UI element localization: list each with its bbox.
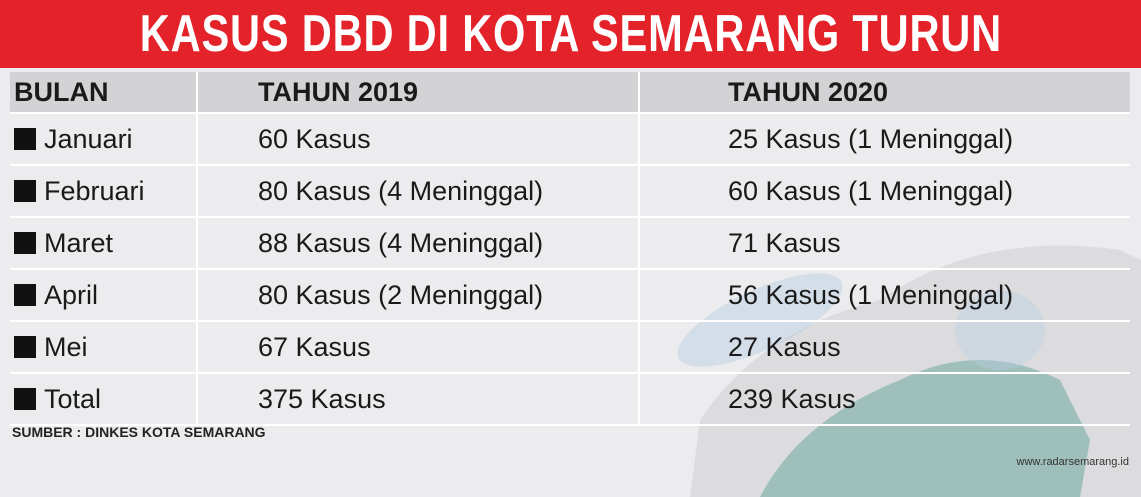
cell-text: 60 Kasus [258, 123, 371, 154]
table-row: Februari 80 Kasus (4 Meninggal) 60 Kasus (… [10, 166, 1130, 218]
bed-shape [690, 245, 1141, 497]
watermark: www.radarsemarang.id [1016, 456, 1130, 468]
table-cell: 27 Kasus [640, 322, 1130, 372]
bullet-square [14, 128, 36, 150]
bullet-square [14, 336, 36, 358]
table-cell: Total [10, 374, 198, 424]
table: BULAN TAHUN 2019 TAHUN 2020 Januari 60 Kasus… [10, 72, 1130, 426]
cell-text: 80 Kasus (4 Meninggal) [258, 175, 544, 206]
table-row: Januari 60 Kasus 25 Kasus (1 Meninggal) [10, 114, 1130, 166]
cell-text: 67 Kasus [258, 331, 371, 362]
cell-text: 56 Kasus (1 Meninggal) [728, 279, 1014, 310]
title: KASUS DBD DI KOTA SEMARANG TURUN [139, 5, 1002, 63]
table-row: Maret 88 Kasus (4 Meninggal) 71 Kasus [10, 218, 1130, 270]
cell-text: Total [44, 383, 102, 414]
cell-text: 375 Kasus [258, 383, 386, 414]
blanket-shape [760, 360, 1090, 497]
cell-text: 71 Kasus [728, 227, 841, 258]
header-cell: BULAN [10, 72, 198, 112]
table-row: April 80 Kasus (2 Meninggal) 56 Kasus (1 M… [10, 270, 1130, 322]
cell-text: 239 Kasus [728, 383, 856, 414]
cell-text: April [44, 279, 99, 310]
table-cell: Februari [10, 166, 198, 216]
bullet-square [14, 388, 36, 410]
bullet-square [14, 284, 36, 306]
cell-text: 80 Kasus (2 Meninggal) [258, 279, 544, 310]
header-cell: TAHUN 2020 [728, 76, 889, 107]
cell-text: Januari [44, 123, 133, 154]
cell-text: 27 Kasus [728, 331, 841, 362]
table-cell: 25 Kasus (1 Meninggal) [640, 114, 1130, 164]
table-row: Mei 67 Kasus 27 Kasus [10, 322, 1130, 374]
cell-text: Maret [44, 227, 114, 258]
bullet-square [14, 232, 36, 254]
patient-head [955, 290, 1045, 370]
title-bar: KASUS DBD DI KOTA SEMARANG TURUN [0, 0, 1141, 68]
table-cell: Maret [10, 218, 198, 268]
table-cell: 375 Kasus [198, 374, 640, 424]
cell-text: Mei [44, 331, 88, 362]
table-cell: 88 Kasus (4 Meninggal) [198, 218, 640, 268]
table-cell: Mei [10, 322, 198, 372]
table-cell: 80 Kasus (2 Meninggal) [198, 270, 640, 320]
table-row: Total 375 Kasus 239 Kasus [10, 374, 1130, 426]
cell-text: 25 Kasus (1 Meninggal) [728, 123, 1014, 154]
source: SUMBER : DINKES KOTA SEMARANG [12, 424, 266, 440]
table-cell: Januari [10, 114, 198, 164]
table-cell: 239 Kasus [640, 374, 1130, 424]
table-cell: 60 Kasus [198, 114, 640, 164]
bullet-square [14, 180, 36, 202]
header-row: BULAN TAHUN 2019 TAHUN 2020 [10, 72, 1130, 114]
cell-text: Februari [44, 175, 145, 206]
table-cell: April [10, 270, 198, 320]
table-cell: 80 Kasus (4 Meninggal) [198, 166, 640, 216]
cell-text: 88 Kasus (4 Meninggal) [258, 227, 544, 258]
table-cell: 71 Kasus [640, 218, 1130, 268]
table-cell: 56 Kasus (1 Meninggal) [640, 270, 1130, 320]
cell-text: 60 Kasus (1 Meninggal) [728, 175, 1014, 206]
table-cell: 67 Kasus [198, 322, 640, 372]
header-cell: TAHUN 2019 [198, 72, 640, 112]
table-cell: 60 Kasus (1 Meninggal) [640, 166, 1130, 216]
